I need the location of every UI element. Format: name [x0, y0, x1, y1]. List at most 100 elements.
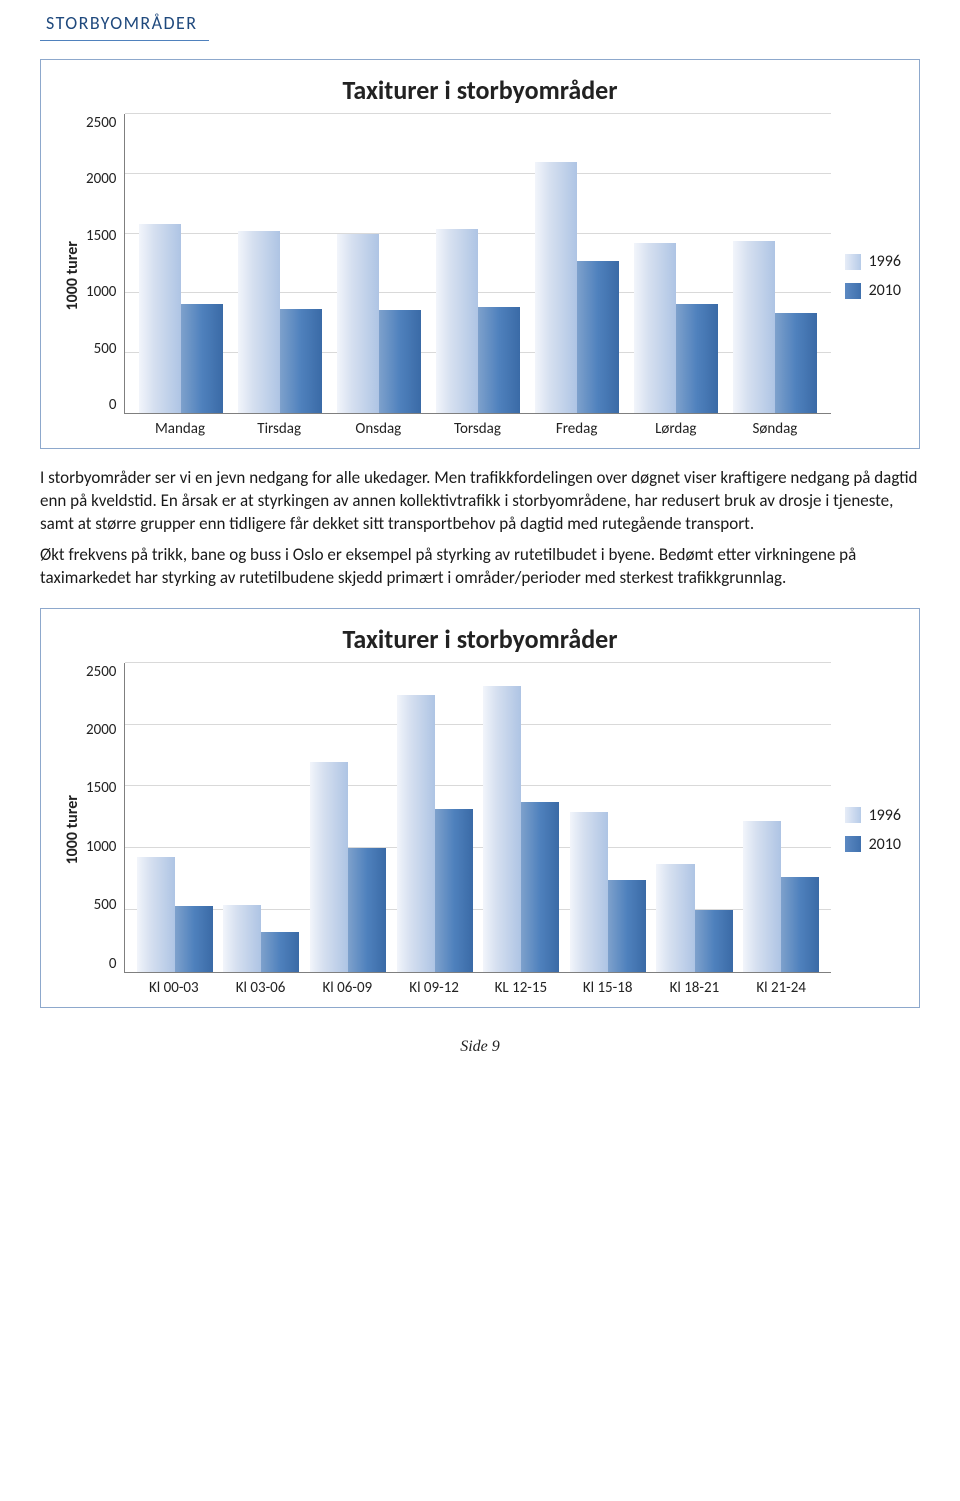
chart2-xaxis: Kl 00-03Kl 03-06Kl 06-09Kl 09-12KL 12-15… [124, 973, 830, 997]
xtick-label: Lørdag [626, 420, 725, 438]
bar [337, 234, 379, 413]
bar-group [131, 114, 230, 413]
xtick-label: Mandag [130, 420, 229, 438]
chart1-legend: 1996 2010 [831, 114, 901, 438]
chart1-title: Taxiturer i storbyområder [59, 74, 901, 106]
legend-swatch-2010-b [845, 836, 861, 852]
bar-group [627, 114, 726, 413]
chart-hourly: Taxiturer i storbyområder 1000 turer 250… [40, 608, 920, 1008]
bar [743, 821, 781, 972]
xtick-label: Søndag [725, 420, 824, 438]
bar [781, 877, 819, 972]
bar [695, 910, 733, 972]
bar [397, 695, 435, 972]
bar [608, 880, 646, 971]
bar-group [218, 663, 305, 972]
bar [436, 229, 478, 413]
bar [676, 304, 718, 413]
bar [733, 241, 775, 413]
bar [280, 309, 322, 413]
bar [261, 932, 299, 972]
bar [181, 304, 223, 413]
legend-item-1996-b: 1996 [845, 806, 901, 825]
page: STORBYOMRÅDER Taxiturer i storbyområder … [0, 0, 960, 1076]
chart1-xaxis: MandagTirsdagOnsdagTorsdagFredagLørdagSø… [124, 414, 830, 438]
bar [139, 224, 181, 413]
ytick-label: 500 [94, 896, 117, 914]
legend-swatch-2010 [845, 283, 861, 299]
paragraph-1: I storbyområder ser vi en jevn nedgang f… [40, 467, 920, 536]
bar [577, 261, 619, 413]
legend-label-2010: 2010 [869, 281, 901, 300]
bar [570, 812, 608, 971]
page-footer: Side 9 [40, 1038, 920, 1056]
paragraph-2: Økt frekvens på trikk, bane og buss i Os… [40, 544, 920, 590]
chart1-yaxis: 2500 2000 1500 1000 500 0 [86, 114, 124, 414]
xtick-label: Kl 21-24 [738, 979, 825, 997]
bar [535, 162, 577, 413]
ytick-label: 2000 [86, 721, 116, 739]
bar-group [305, 663, 392, 972]
bar [310, 762, 348, 972]
bar-group [428, 114, 527, 413]
legend-item-2010-b: 2010 [845, 835, 901, 854]
xtick-label: Kl 09-12 [391, 979, 478, 997]
xtick-label: KL 12-15 [477, 979, 564, 997]
chart2-legend: 1996 2010 [831, 663, 901, 997]
ytick-label: 2500 [86, 114, 116, 132]
chart1-ylabel: 1000 turer [59, 241, 86, 310]
ytick-label: 2000 [86, 170, 116, 188]
bar [656, 864, 694, 972]
ytick-label: 1000 [86, 838, 116, 856]
legend-label-1996: 1996 [869, 252, 901, 271]
bar [634, 243, 676, 413]
legend-label-2010-b: 2010 [869, 835, 901, 854]
bar-group [565, 663, 652, 972]
legend-swatch-1996-b [845, 807, 861, 823]
bar-group [131, 663, 218, 972]
bar [175, 906, 213, 972]
xtick-label: Kl 18-21 [651, 979, 738, 997]
bar [348, 848, 386, 972]
bar-group [527, 114, 626, 413]
chart2-yaxis: 2500 2000 1500 1000 500 0 [86, 663, 124, 973]
chart2-plot [124, 663, 830, 973]
bar [521, 802, 559, 971]
bar [435, 809, 473, 972]
xtick-label: Torsdag [428, 420, 527, 438]
bar [483, 686, 521, 972]
bar-group [726, 114, 825, 413]
header-label: STORBYOMRÅDER [40, 12, 209, 41]
ytick-label: 1500 [86, 779, 116, 797]
xtick-label: Kl 06-09 [304, 979, 391, 997]
xtick-label: Onsdag [329, 420, 428, 438]
bar-group [230, 114, 329, 413]
bar-group [329, 114, 428, 413]
legend-label-1996-b: 1996 [869, 806, 901, 825]
xtick-label: Fredag [527, 420, 626, 438]
section-header: STORBYOMRÅDER [40, 12, 920, 41]
bar [223, 905, 261, 972]
legend-item-1996: 1996 [845, 252, 901, 271]
bar-group [651, 663, 738, 972]
bar-group [478, 663, 565, 972]
bar-group [738, 663, 825, 972]
ytick-label: 1000 [86, 283, 116, 301]
chart1-plot [124, 114, 830, 414]
ytick-label: 0 [109, 955, 117, 973]
xtick-label: Kl 15-18 [564, 979, 651, 997]
xtick-label: Tirsdag [230, 420, 329, 438]
chart1-bars [125, 114, 830, 413]
chart2-ylabel: 1000 turer [59, 795, 86, 864]
ytick-label: 500 [94, 340, 117, 358]
xtick-label: Kl 00-03 [130, 979, 217, 997]
ytick-label: 0 [109, 396, 117, 414]
bar [238, 231, 280, 413]
ytick-label: 2500 [86, 663, 116, 681]
bar [775, 313, 817, 413]
ytick-label: 1500 [86, 227, 116, 245]
chart-weekday: Taxiturer i storbyområder 1000 turer 250… [40, 59, 920, 449]
legend-swatch-1996 [845, 254, 861, 270]
chart2-bars [125, 663, 830, 972]
xtick-label: Kl 03-06 [217, 979, 304, 997]
